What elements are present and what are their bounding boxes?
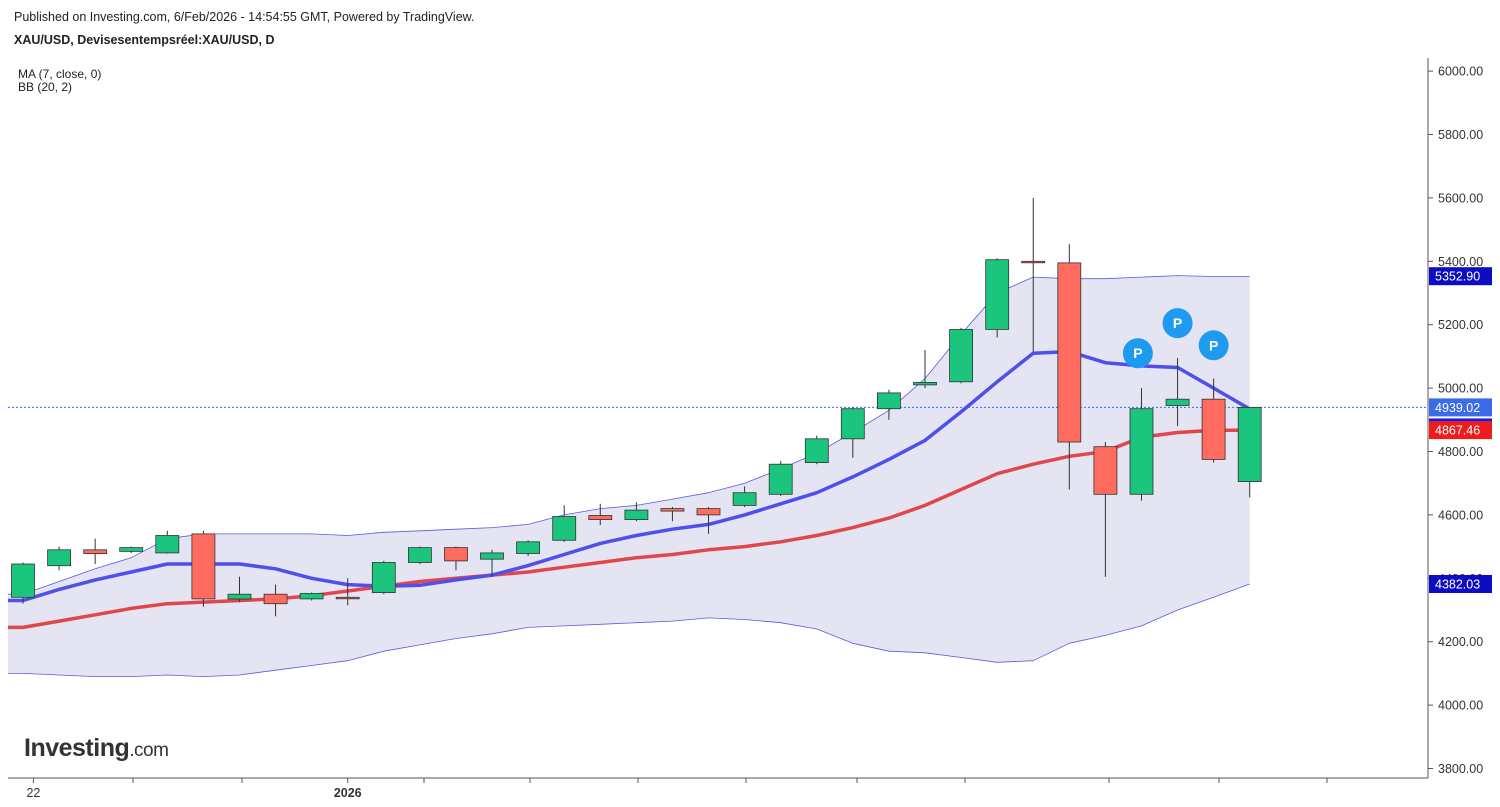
candle-body [516, 541, 540, 554]
candle-body [83, 549, 108, 554]
y-tick-label: 5200.00 [1438, 318, 1483, 332]
pivot-label: P [1133, 345, 1142, 361]
investing-logo: Investing.com [24, 734, 169, 763]
bb-lower-line [8, 583, 1250, 677]
y-tick-label: 4200.00 [1438, 635, 1483, 649]
logo-suffix: .com [129, 740, 169, 761]
candle-body [696, 508, 721, 516]
candle-body [985, 259, 1010, 330]
candle-body [949, 329, 973, 383]
y-tick-label: 4800.00 [1438, 445, 1483, 459]
x-tick-label: 22 [26, 786, 40, 800]
candle-body [191, 533, 216, 600]
candle-body [624, 509, 649, 521]
candle-body [263, 593, 288, 605]
candle-body [840, 408, 865, 440]
candle-body [227, 593, 252, 600]
candle-body [47, 549, 71, 567]
price-tag-label: 4382.03 [1435, 578, 1480, 592]
candle-body [371, 562, 396, 594]
y-tick-label: 5400.00 [1438, 255, 1483, 269]
candle-body [804, 438, 829, 463]
symbol-title: XAU/USD, Devisesentempsréel:XAU/USD, D [14, 33, 275, 47]
candle-body [660, 508, 685, 512]
price-tag [1429, 421, 1492, 440]
candle-body [299, 593, 324, 600]
candle-body [480, 552, 504, 560]
candle-body [1093, 446, 1118, 495]
candle-body [119, 547, 144, 552]
price-tag-label: 5352.90 [1435, 270, 1480, 284]
price-tag-label: 4939.02 [1435, 401, 1480, 415]
y-tick-label: 3800.00 [1438, 762, 1483, 776]
candle-body [1129, 408, 1154, 495]
candle-body [877, 392, 901, 410]
pivot-label: P [1209, 337, 1218, 353]
candle-body [444, 547, 468, 562]
candle-body [588, 515, 613, 520]
candle-body [913, 381, 937, 386]
candle-body [1201, 398, 1226, 460]
y-tick-label: 6000.00 [1438, 65, 1483, 79]
candle-body [1057, 262, 1082, 443]
pivot-marker [1198, 330, 1229, 361]
pivot-label: P [1173, 315, 1182, 331]
bb-basis-line [8, 428, 1250, 630]
candle-body [1237, 406, 1262, 482]
price-tag [1429, 575, 1492, 593]
y-tick-label: 4000.00 [1438, 699, 1483, 713]
publish-info: Published on Investing.com, 6/Feb/2026 -… [14, 10, 475, 24]
candle-body [1165, 398, 1190, 406]
x-tick-label: 2026 [334, 786, 362, 800]
price-tag [1429, 398, 1492, 417]
y-tick-label: 5600.00 [1438, 191, 1483, 205]
y-tick-label: 5000.00 [1438, 382, 1483, 396]
bb-legend: BB (20, 2) [18, 80, 73, 94]
candle-body [732, 492, 757, 506]
candle-body [768, 463, 793, 495]
pivot-marker [1162, 308, 1193, 339]
candle-body [1021, 260, 1046, 264]
candle-body [552, 516, 577, 541]
y-tick-label: 4600.00 [1438, 508, 1483, 522]
logo-main: Investing [24, 734, 130, 762]
y-tick-label: 5800.00 [1438, 128, 1483, 142]
pivot-marker [1122, 338, 1153, 369]
ma-legend: MA (7, close, 0) [18, 67, 102, 81]
candle-body [407, 547, 432, 563]
candle-body [335, 596, 360, 600]
candle-body [11, 563, 35, 598]
candle-body [155, 535, 180, 554]
bb-fill [8, 275, 1250, 677]
price-tag [1429, 267, 1492, 286]
price-tag-label: 4867.46 [1435, 424, 1480, 438]
